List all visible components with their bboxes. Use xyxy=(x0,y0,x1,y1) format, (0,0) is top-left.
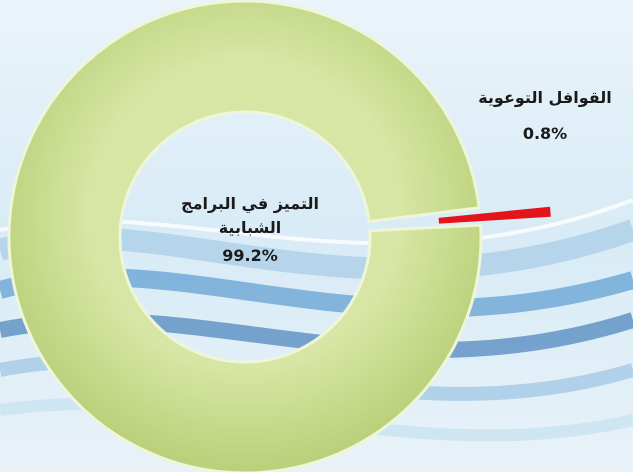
value-label: 0.8% xyxy=(455,122,633,146)
page: التميز في البرامج الشبابية 99.2% القوافل… xyxy=(0,0,633,472)
slice-label: القوافل التوعوية xyxy=(455,86,633,110)
value-label: 99.2% xyxy=(150,244,350,268)
slice-label: التميز في البرامج الشبابية xyxy=(150,192,350,240)
